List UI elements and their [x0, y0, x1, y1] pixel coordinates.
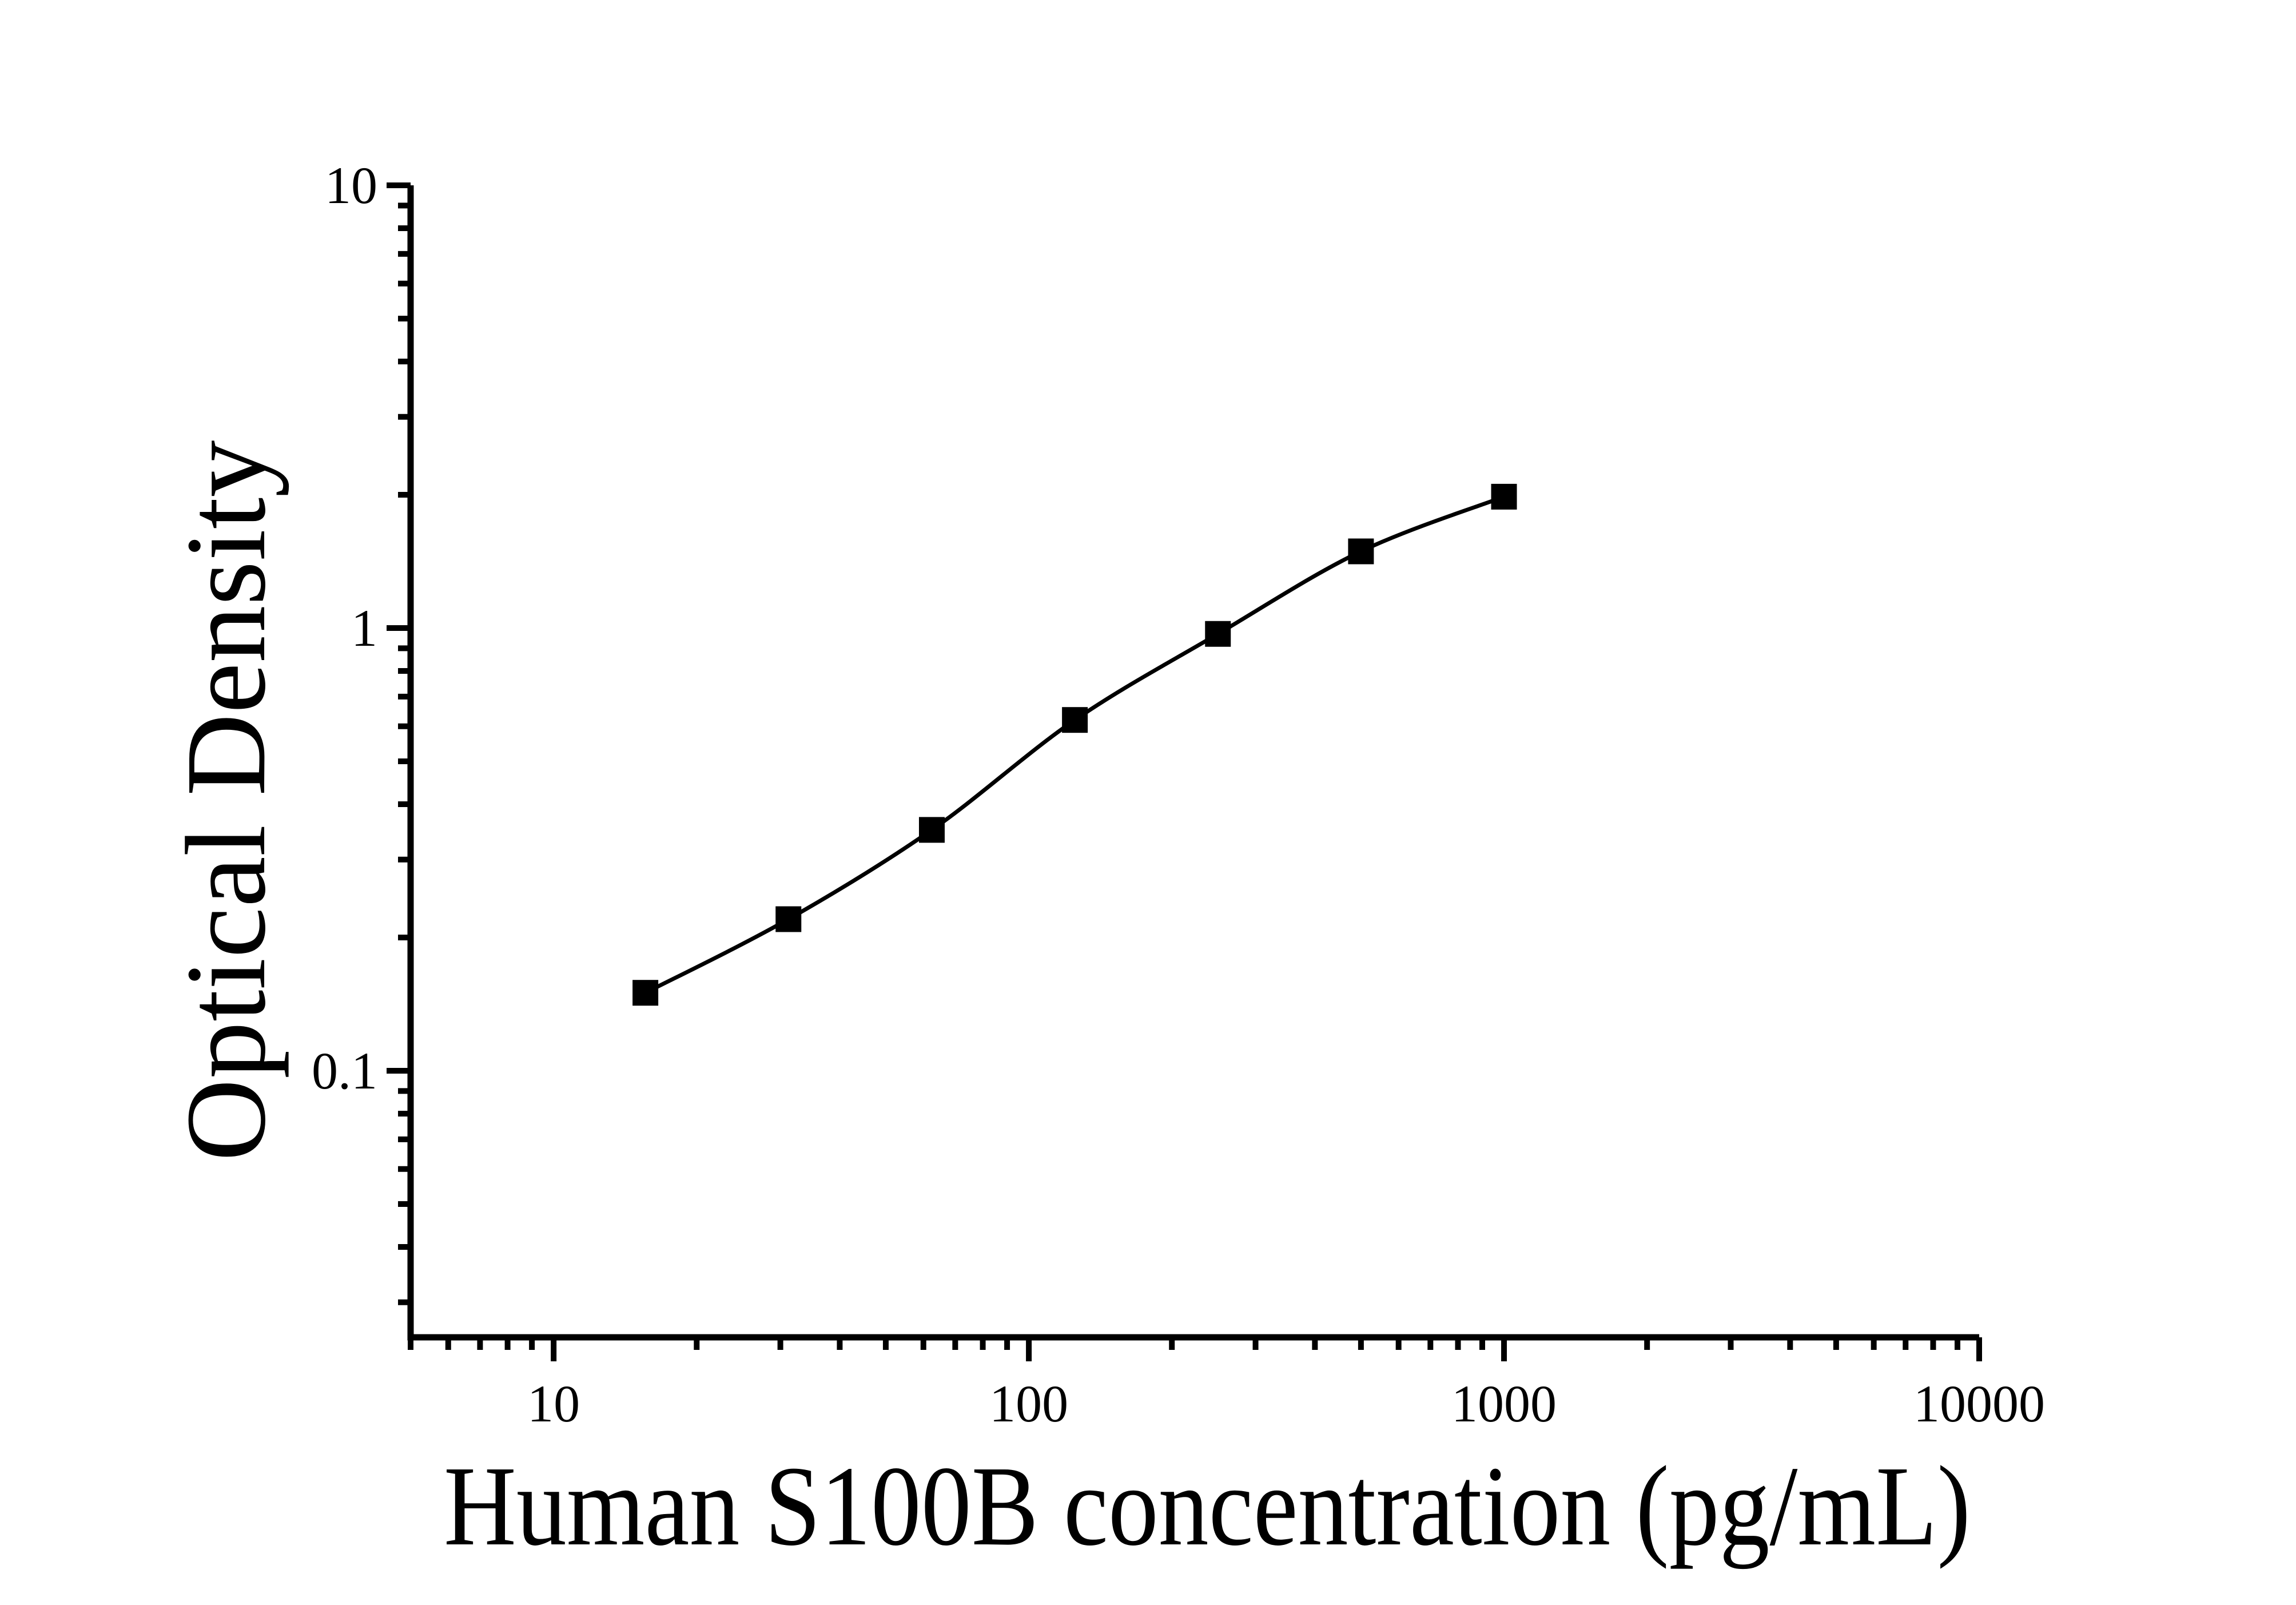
data-point-marker	[1348, 538, 1374, 565]
axes-layer	[407, 185, 1979, 1341]
x-tick-label: 10	[527, 1374, 580, 1433]
y-tick-label: 1	[351, 599, 377, 657]
data-point-marker	[632, 980, 659, 1006]
y-tick-label: 10	[325, 156, 377, 214]
x-axis-title: Human S100B concentration (pg/mL)	[444, 1443, 1971, 1570]
x-tick-label: 100	[989, 1374, 1068, 1433]
x-tick-label: 10000	[1913, 1374, 2045, 1433]
data-point-marker	[1491, 483, 1517, 510]
y-axis-title: Optical Density	[163, 440, 289, 1162]
x-tick-label: 1000	[1451, 1374, 1557, 1433]
standard-curve-line	[644, 495, 1505, 995]
y-tick-label: 0.1	[312, 1042, 377, 1100]
data-point-marker	[1062, 707, 1088, 733]
data-point-marker	[1205, 621, 1231, 647]
ticks-layer: 10 100 1000 10000 10 1 0.1	[312, 156, 2045, 1433]
series-layer	[632, 483, 1517, 1006]
data-point-marker	[918, 817, 945, 843]
data-point-marker	[775, 906, 802, 932]
